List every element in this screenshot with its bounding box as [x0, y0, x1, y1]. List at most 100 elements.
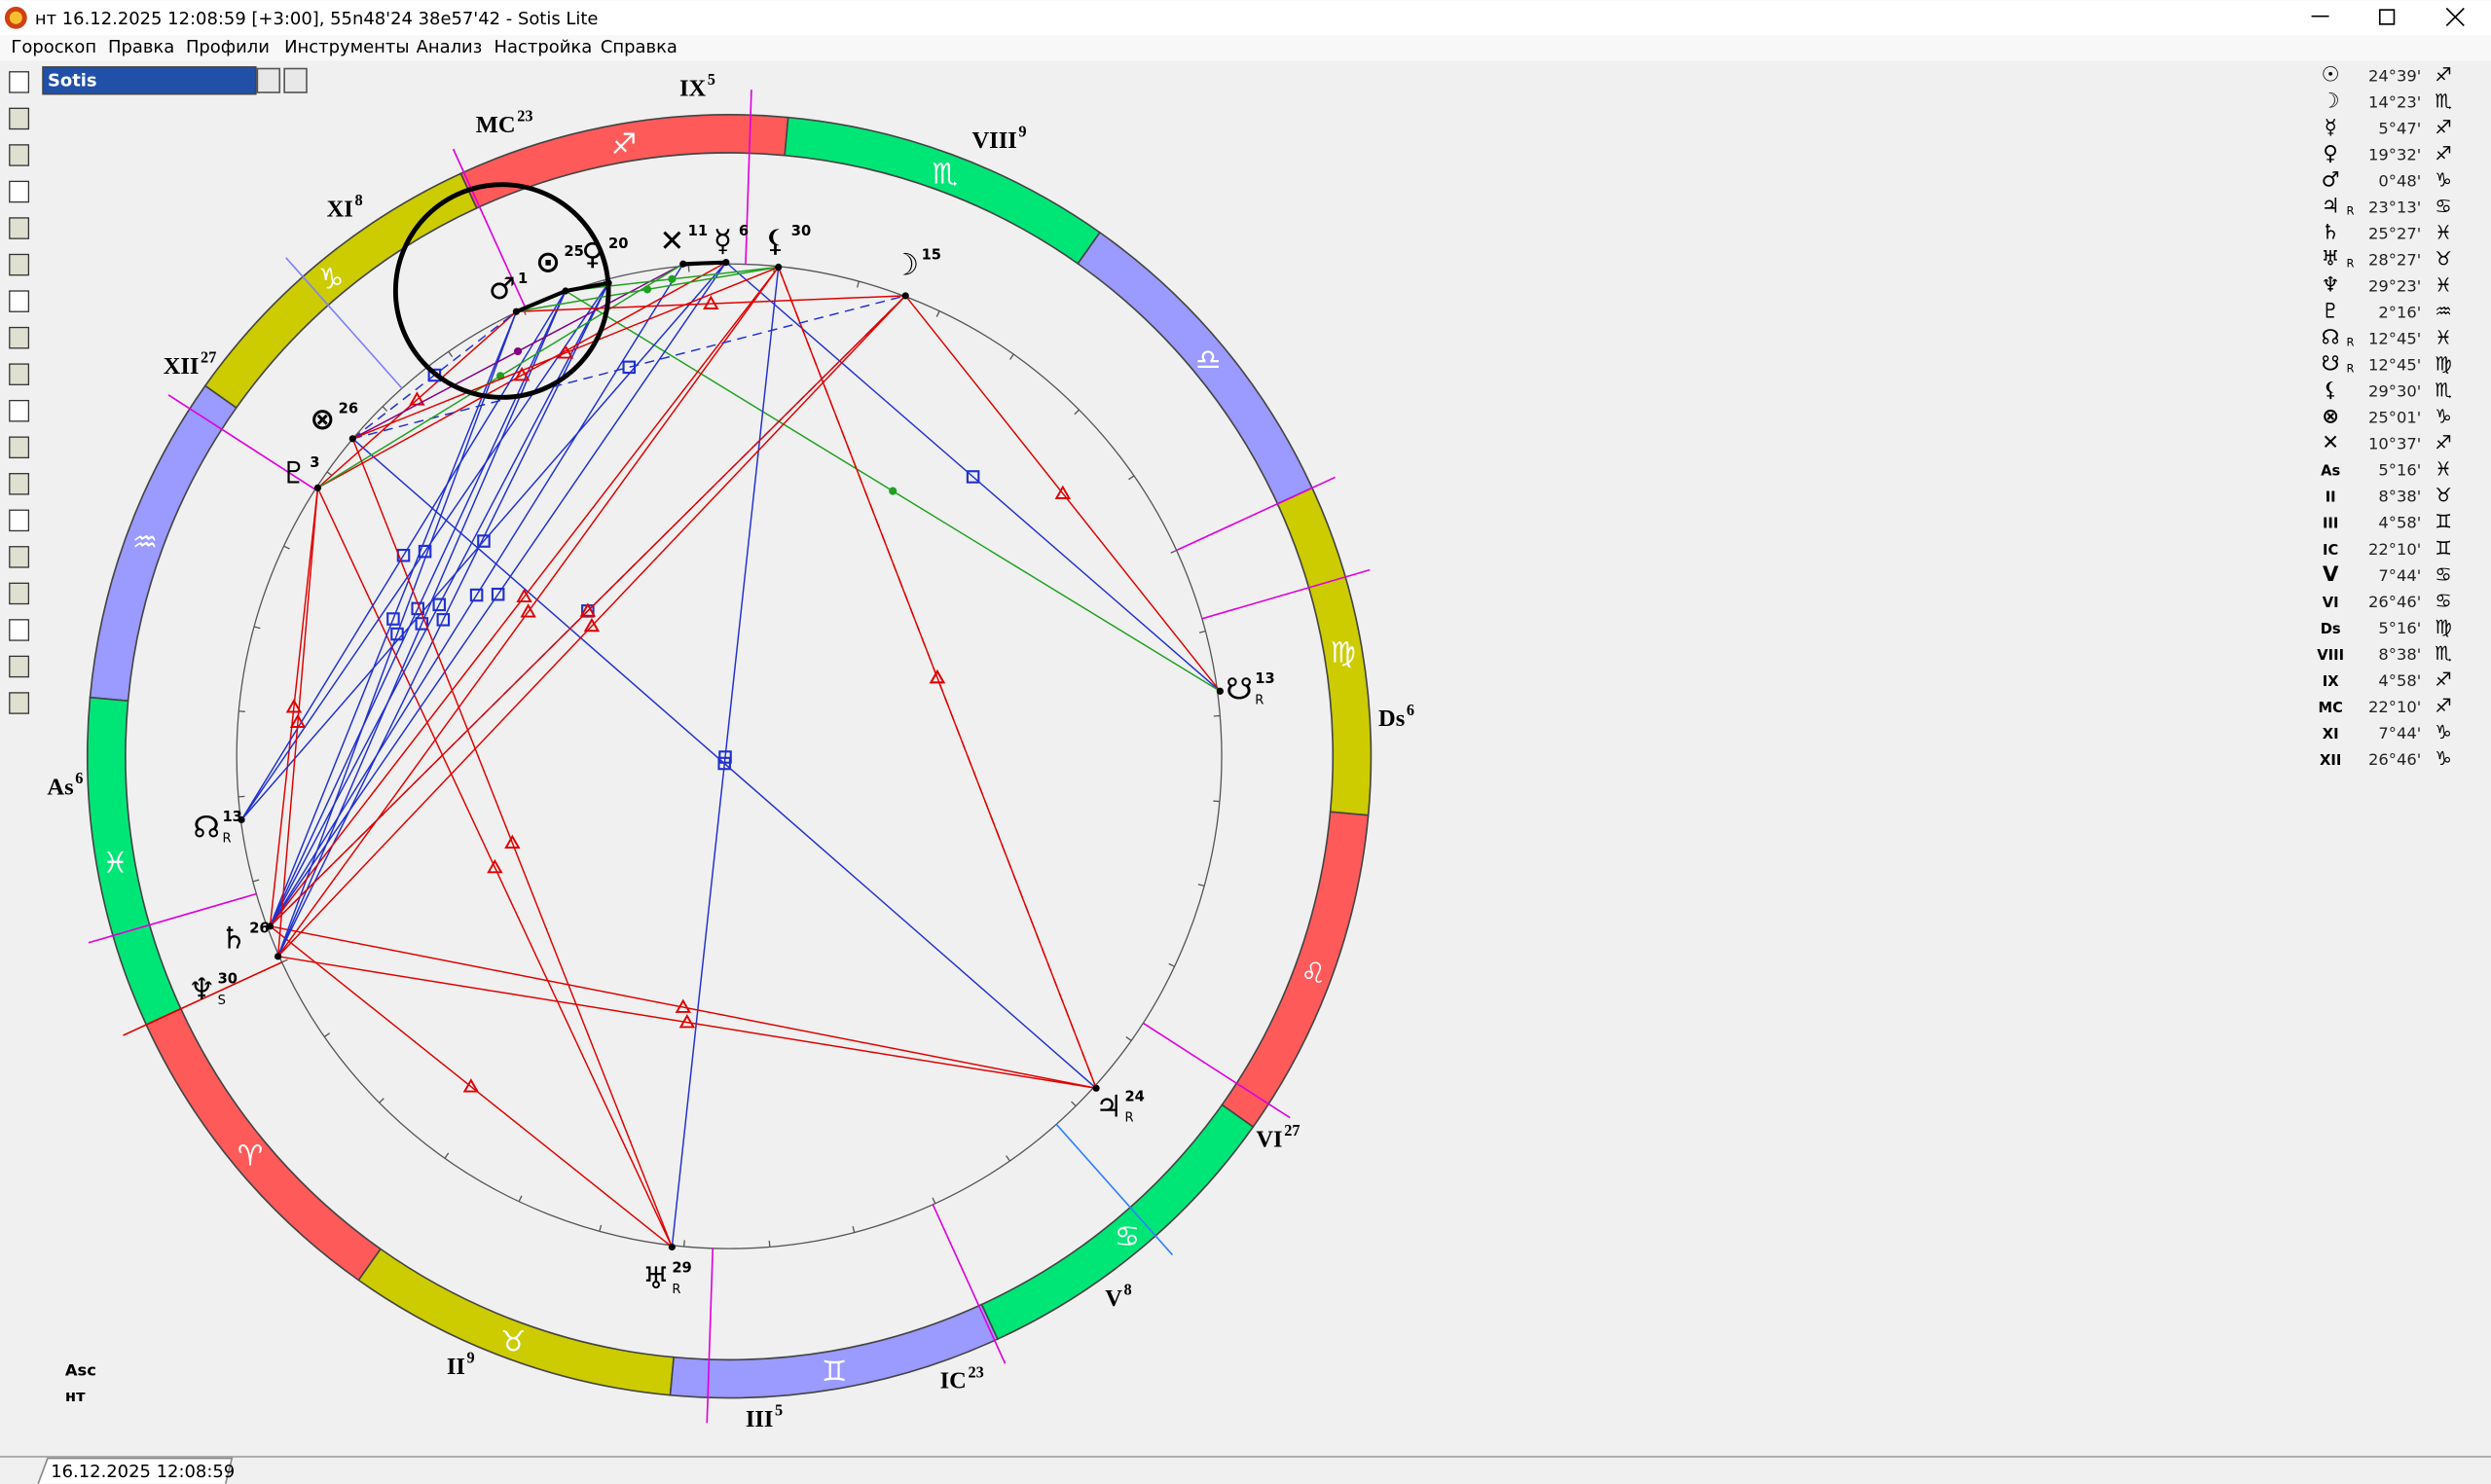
aspect-marker: [469, 588, 484, 602]
planet-point: [775, 263, 783, 271]
profile-button[interactable]: [256, 67, 281, 93]
aspect-marker: [418, 544, 432, 559]
aspect-line: [240, 282, 609, 820]
toolbar-button[interactable]: [9, 399, 30, 422]
position-symbol: ☋: [2322, 352, 2340, 377]
position-sign: ♒: [2435, 301, 2452, 323]
toolbar-button[interactable]: [9, 473, 30, 495]
degree-tick: [1170, 549, 1177, 554]
aspect-marker: [675, 998, 691, 1013]
toolbar-button[interactable]: [9, 546, 30, 568]
zodiac-glyph: ♑: [318, 263, 344, 296]
planet-flag: R: [1124, 1111, 1133, 1126]
planet-glyph: ☊: [193, 810, 220, 845]
position-retro: R: [2346, 256, 2354, 270]
planet-degree: 29: [672, 1260, 691, 1277]
menu-item[interactable]: Профили: [186, 37, 270, 57]
house-label: IC: [940, 1368, 967, 1394]
restore-button[interactable]: [2378, 9, 2396, 25]
planet-degree: 26: [249, 920, 269, 936]
position-symbol: V: [2323, 562, 2339, 587]
toolbar-button[interactable]: [9, 655, 30, 678]
profile-name: Sotis: [48, 70, 97, 90]
house-degree: 23: [517, 106, 532, 125]
toolbar-button[interactable]: [9, 253, 30, 276]
toolbar-button[interactable]: [9, 363, 30, 385]
tab[interactable]: [37, 1457, 234, 1484]
position-symbol: ⚸: [2323, 379, 2338, 403]
house-cusp: [123, 961, 282, 1036]
planet-point: [266, 923, 275, 930]
menu-item[interactable]: Анализ: [417, 37, 483, 57]
menu-item[interactable]: Справка: [601, 37, 678, 57]
position-degree: 23°13': [2368, 199, 2421, 217]
aspect-marker: [1054, 485, 1072, 499]
toolbar-button[interactable]: [9, 619, 30, 641]
aspect-marker: [929, 669, 946, 684]
position-symbol: Ds: [2321, 621, 2341, 637]
toolbar-button[interactable]: [9, 326, 30, 349]
degree-tick: [1125, 1036, 1132, 1041]
position-sign: ♍: [2435, 353, 2452, 376]
toolbar-button[interactable]: [9, 71, 30, 93]
aspect-line: [276, 310, 518, 958]
profile-button[interactable]: [283, 67, 308, 93]
toolbar-button[interactable]: [9, 509, 30, 532]
planet-degree: 30: [791, 223, 811, 239]
toolbar-button[interactable]: [9, 180, 30, 203]
house-label: V: [1105, 1285, 1122, 1312]
degree-tick: [382, 406, 388, 412]
toolbar-button[interactable]: [9, 144, 30, 166]
aspect-line: [276, 290, 567, 958]
aspect-line: [269, 310, 518, 927]
planet-glyph: ♂: [489, 271, 516, 307]
zodiac-glyph: ♐: [611, 127, 637, 161]
toolbar-button[interactable]: [9, 217, 30, 239]
menu-item[interactable]: Инструменты: [284, 37, 409, 57]
aspect-marker: [436, 613, 451, 627]
position-sign: ♏: [2435, 380, 2452, 402]
planet-flag: R: [222, 831, 231, 846]
position-symbol: ☽: [2322, 90, 2340, 114]
house-label: As: [47, 774, 73, 800]
menu-item[interactable]: Настройка: [495, 37, 593, 57]
position-degree: 22°10': [2368, 698, 2421, 716]
house-label: VI: [1256, 1127, 1282, 1153]
position-symbol: ♅: [2322, 247, 2340, 271]
position-sign: ♑: [2435, 169, 2452, 192]
planet-glyph: ⚸: [764, 224, 787, 259]
aspect-line: [269, 925, 673, 1249]
aspect-line: [565, 280, 609, 294]
position-sign: ♐: [2435, 117, 2452, 139]
house-label: IX: [679, 75, 707, 101]
planet-degree: 15: [922, 246, 941, 263]
menu-bar: [0, 35, 2491, 61]
aspect-marker: [889, 487, 897, 495]
position-symbol: As: [2321, 463, 2340, 480]
aspect-line: [904, 295, 1221, 692]
aspect-line: [515, 289, 567, 314]
position-symbol: III: [2323, 516, 2338, 532]
toolbar-button[interactable]: [9, 436, 30, 459]
house-cusp: [88, 892, 257, 944]
position-degree: 2°16': [2378, 304, 2421, 322]
close-button[interactable]: [2445, 7, 2465, 27]
planet-degree: 26: [339, 401, 358, 417]
position-symbol: ♄: [2322, 221, 2340, 245]
toolbar-button[interactable]: [9, 107, 30, 130]
planet-glyph: ☽: [892, 248, 919, 283]
degree-tick: [283, 545, 290, 550]
planet-point: [1092, 1084, 1100, 1092]
position-symbol: ✕: [2322, 431, 2339, 455]
tab-label: 16.12.2025 12:08:59: [51, 1462, 235, 1482]
degree-tick: [1198, 630, 1206, 633]
toolbar-button[interactable]: [9, 692, 30, 714]
toolbar-button[interactable]: [9, 290, 30, 312]
toolbar-button[interactable]: [9, 582, 30, 605]
position-sign: ♓: [2435, 222, 2452, 244]
position-sign: ♑: [2435, 406, 2452, 428]
position-sign: ♓: [2435, 327, 2452, 349]
menu-item[interactable]: Правка: [108, 37, 174, 57]
menu-item[interactable]: Гороскоп: [11, 37, 96, 57]
profile-box[interactable]: [42, 66, 257, 95]
